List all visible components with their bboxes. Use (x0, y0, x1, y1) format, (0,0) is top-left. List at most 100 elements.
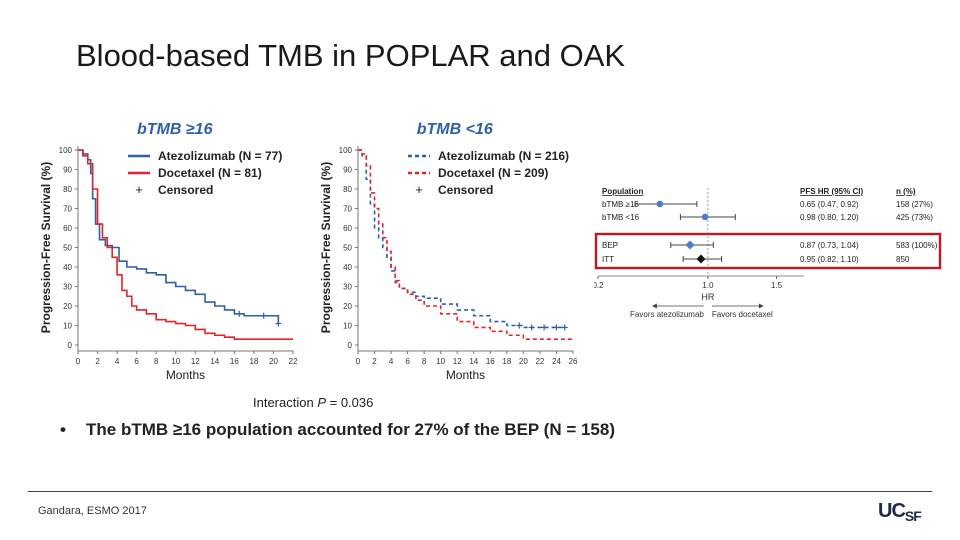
x-tick-label: 22 (535, 357, 544, 366)
y-tick-label: 70 (343, 205, 352, 214)
forest-x-tick-label: 1.0 (702, 281, 714, 290)
row-label: bTMB ≥16 (602, 200, 639, 209)
x-tick-label: 18 (502, 357, 511, 366)
y-tick-label: 50 (343, 244, 352, 253)
x-tick-label: 8 (154, 357, 159, 366)
y-tick-label: 10 (63, 322, 72, 331)
x-tick-label: 24 (552, 357, 561, 366)
forest-svg: Population PFS HR (95% CI) n (%) bTMB ≥16 0.… (592, 187, 942, 319)
row-n-text: 583 (100%) (896, 241, 938, 250)
y-axis-label: Progression-Free Survival (%) (319, 162, 333, 333)
y-tick-label: 100 (59, 146, 73, 155)
row-n-text: 425 (73%) (896, 213, 933, 222)
y-tick-label: 60 (343, 224, 352, 233)
slide-title: Blood-based TMB in POPLAR and OAK (76, 38, 626, 73)
favors-left-arrowhead-icon (651, 303, 657, 309)
x-tick-label: 6 (405, 357, 410, 366)
legend-label: Docetaxel (N = 81) (158, 166, 262, 180)
y-tick-label: 90 (343, 166, 352, 175)
x-tick-label: 4 (389, 357, 394, 366)
censored-mark (260, 312, 267, 319)
hr-point-icon (701, 213, 709, 221)
ucsf-logo: UCSF (878, 500, 922, 524)
hr-point-icon (656, 200, 664, 208)
favors-right-arrowhead-icon (758, 303, 764, 309)
header-population: Population (602, 187, 643, 196)
forest-x-tick-label: 0.2 (594, 281, 604, 290)
forest-x-tick-label: 1.5 (771, 281, 783, 290)
y-axis-label: Progression-Free Survival (%) (39, 162, 53, 333)
bullet-dot-icon: • (60, 420, 66, 439)
y-tick-label: 80 (343, 185, 352, 194)
legend-label: Censored (158, 183, 213, 197)
y-tick-label: 20 (63, 302, 72, 311)
x-axis-label: Months (166, 368, 205, 382)
x-tick-label: 22 (289, 357, 298, 366)
x-tick-label: 0 (356, 357, 361, 366)
row-n-text: 158 (27%) (896, 200, 933, 209)
y-tick-label: 50 (63, 244, 72, 253)
header-n: n (%) (896, 187, 916, 196)
x-tick-label: 14 (210, 357, 219, 366)
row-hr-text: 0.87 (0.73, 1.04) (800, 241, 859, 250)
footer-citation: Gandara, ESMO 2017 (38, 505, 147, 517)
legend-censored-icon: + (415, 182, 423, 197)
x-axis-label: Months (446, 368, 485, 382)
highlight-box (594, 232, 942, 270)
x-tick-label: 18 (249, 357, 258, 366)
y-tick-label: 20 (343, 302, 352, 311)
series-line-docetaxel (358, 149, 573, 340)
x-tick-label: 12 (191, 357, 200, 366)
series-line-atezolizumab (78, 149, 280, 324)
chart-title: bTMB ≥16 (137, 121, 213, 138)
x-tick-label: 4 (115, 357, 120, 366)
censored-mark (528, 324, 535, 331)
censored-mark (236, 310, 243, 317)
x-tick-label: 14 (469, 357, 478, 366)
row-hr-text: 0.65 (0.47, 0.92) (800, 200, 859, 209)
y-tick-label: 0 (68, 341, 73, 350)
hr-diamond-icon (685, 240, 695, 250)
favors-left-label: Favors atezolizumab (630, 310, 704, 319)
censored-mark (541, 324, 548, 331)
footer-divider (28, 491, 932, 492)
km-chart-btmb-low: bTMB <16 0 10 20 30 40 50 60 70 80 90 100 0 2 4 6 8 10 12 1… (310, 112, 585, 395)
x-tick-label: 12 (453, 357, 462, 366)
x-tick-label: 10 (171, 357, 180, 366)
y-tick-label: 30 (63, 283, 72, 292)
legend-label: Atezolizumab (N = 216) (438, 149, 569, 163)
censored-mark (275, 320, 282, 327)
x-tick-label: 20 (519, 357, 528, 366)
hr-diamond-icon (696, 254, 706, 264)
row-hr-text: 0.95 (0.82, 1.10) (800, 255, 859, 264)
legend-label: Censored (438, 183, 493, 197)
x-tick-label: 16 (230, 357, 239, 366)
x-tick-label: 20 (269, 357, 278, 366)
row-n-text: 850 (896, 255, 910, 264)
x-tick-label: 8 (422, 357, 427, 366)
km-svg-1: bTMB ≥16 0 10 20 30 40 50 60 70 80 90 100 0 2 4 6 8 10 12 1… (39, 121, 298, 382)
censored-mark (553, 324, 560, 331)
chart-title: bTMB <16 (417, 121, 493, 138)
x-tick-label: 26 (569, 357, 578, 366)
y-tick-label: 40 (343, 263, 352, 272)
header-hr: PFS HR (95% CI) (800, 187, 863, 196)
x-tick-label: 10 (436, 357, 445, 366)
forest-plot: Population PFS HR (95% CI) n (%) bTMB ≥16 0.… (592, 184, 944, 329)
y-tick-label: 30 (343, 283, 352, 292)
row-label: ITT (602, 255, 614, 264)
y-tick-label: 10 (343, 322, 352, 331)
row-hr-text: 0.98 (0.80, 1.20) (800, 213, 859, 222)
favors-right-label: Favors docetaxel (712, 310, 773, 319)
y-tick-label: 90 (63, 166, 72, 175)
legend-label: Docetaxel (N = 209) (438, 166, 548, 180)
y-tick-label: 0 (348, 341, 353, 350)
x-tick-label: 0 (76, 357, 81, 366)
y-tick-label: 70 (63, 205, 72, 214)
interaction-p-value: Interaction P = 0.036 (253, 395, 374, 410)
x-tick-label: 16 (486, 357, 495, 366)
y-tick-label: 80 (63, 185, 72, 194)
bullet-text: The bTMB ≥16 population accounted for 27… (86, 420, 616, 439)
legend-censored-icon: + (135, 182, 143, 197)
